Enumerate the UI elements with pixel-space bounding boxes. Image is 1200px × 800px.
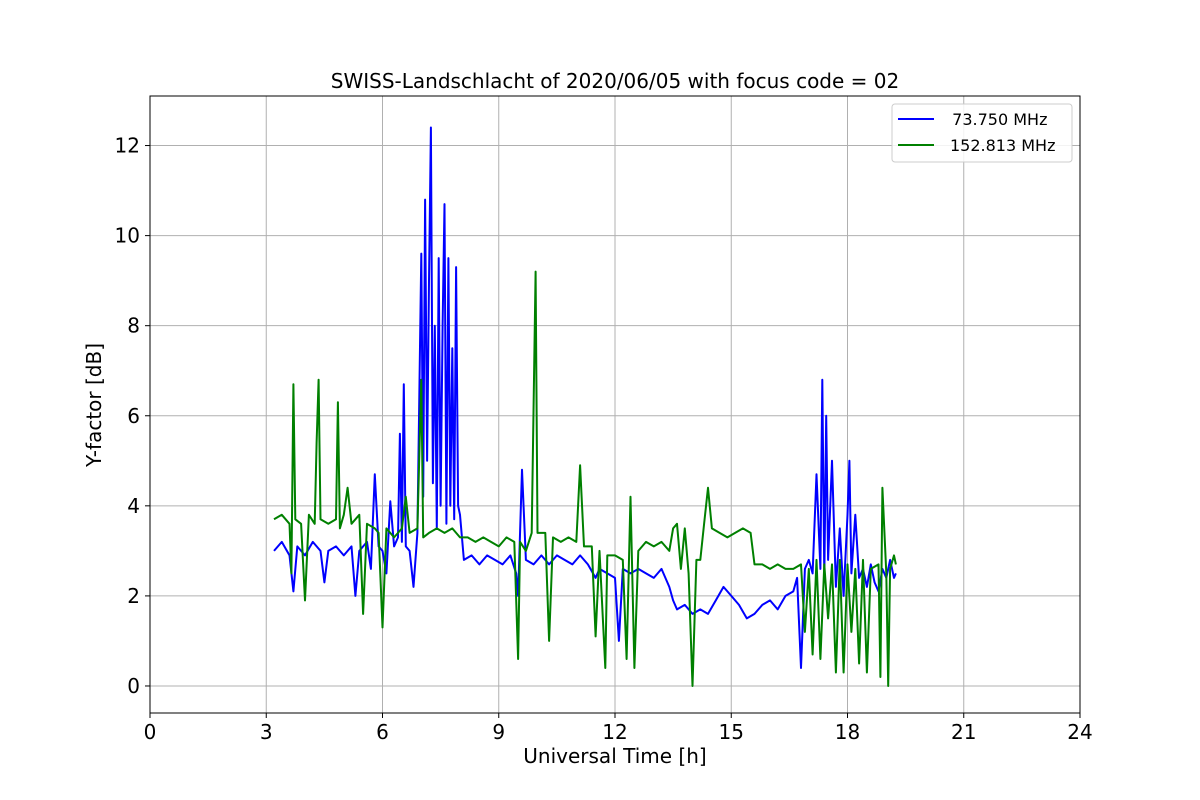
legend-box: [891, 103, 1073, 163]
x-tick-label: 3: [260, 720, 273, 744]
x-tick-label: 24: [1067, 720, 1092, 744]
y-axis-ticks: 0 2 4 6 8 10 12: [115, 134, 150, 698]
y-tick-label: 2: [127, 584, 140, 608]
y-tick-label: 12: [115, 134, 140, 158]
y-tick-label: 0: [127, 674, 140, 698]
x-tick-label: 12: [602, 720, 627, 744]
x-tick-label: 18: [835, 720, 860, 744]
legend-label-series-1: 73.750 MHz: [942, 110, 1047, 129]
x-tick-label: 0: [144, 720, 157, 744]
x-tick-label: 15: [719, 720, 744, 744]
x-axis-label: Universal Time [h]: [523, 744, 706, 768]
legend: 73.750 MHz 152.813 MHz: [891, 103, 1073, 163]
y-tick-label: 8: [127, 314, 140, 338]
x-tick-label: 9: [492, 720, 505, 744]
y-tick-label: 10: [115, 224, 140, 248]
chart-title: SWISS-Landschlacht of 2020/06/05 with fo…: [331, 69, 899, 93]
legend-label-series-2: 152.813 MHz: [950, 136, 1055, 155]
y-tick-label: 4: [127, 494, 140, 518]
x-tick-label: 6: [376, 720, 389, 744]
series-layer: [273, 126, 897, 687]
y-axis-label: Y-factor [dB]: [82, 343, 106, 468]
series-line-2: [273, 270, 897, 687]
x-tick-label: 21: [951, 720, 976, 744]
x-axis-ticks: 0 3 6 9 12 15 18 21 24: [144, 713, 1093, 744]
y-tick-label: 6: [127, 404, 140, 428]
